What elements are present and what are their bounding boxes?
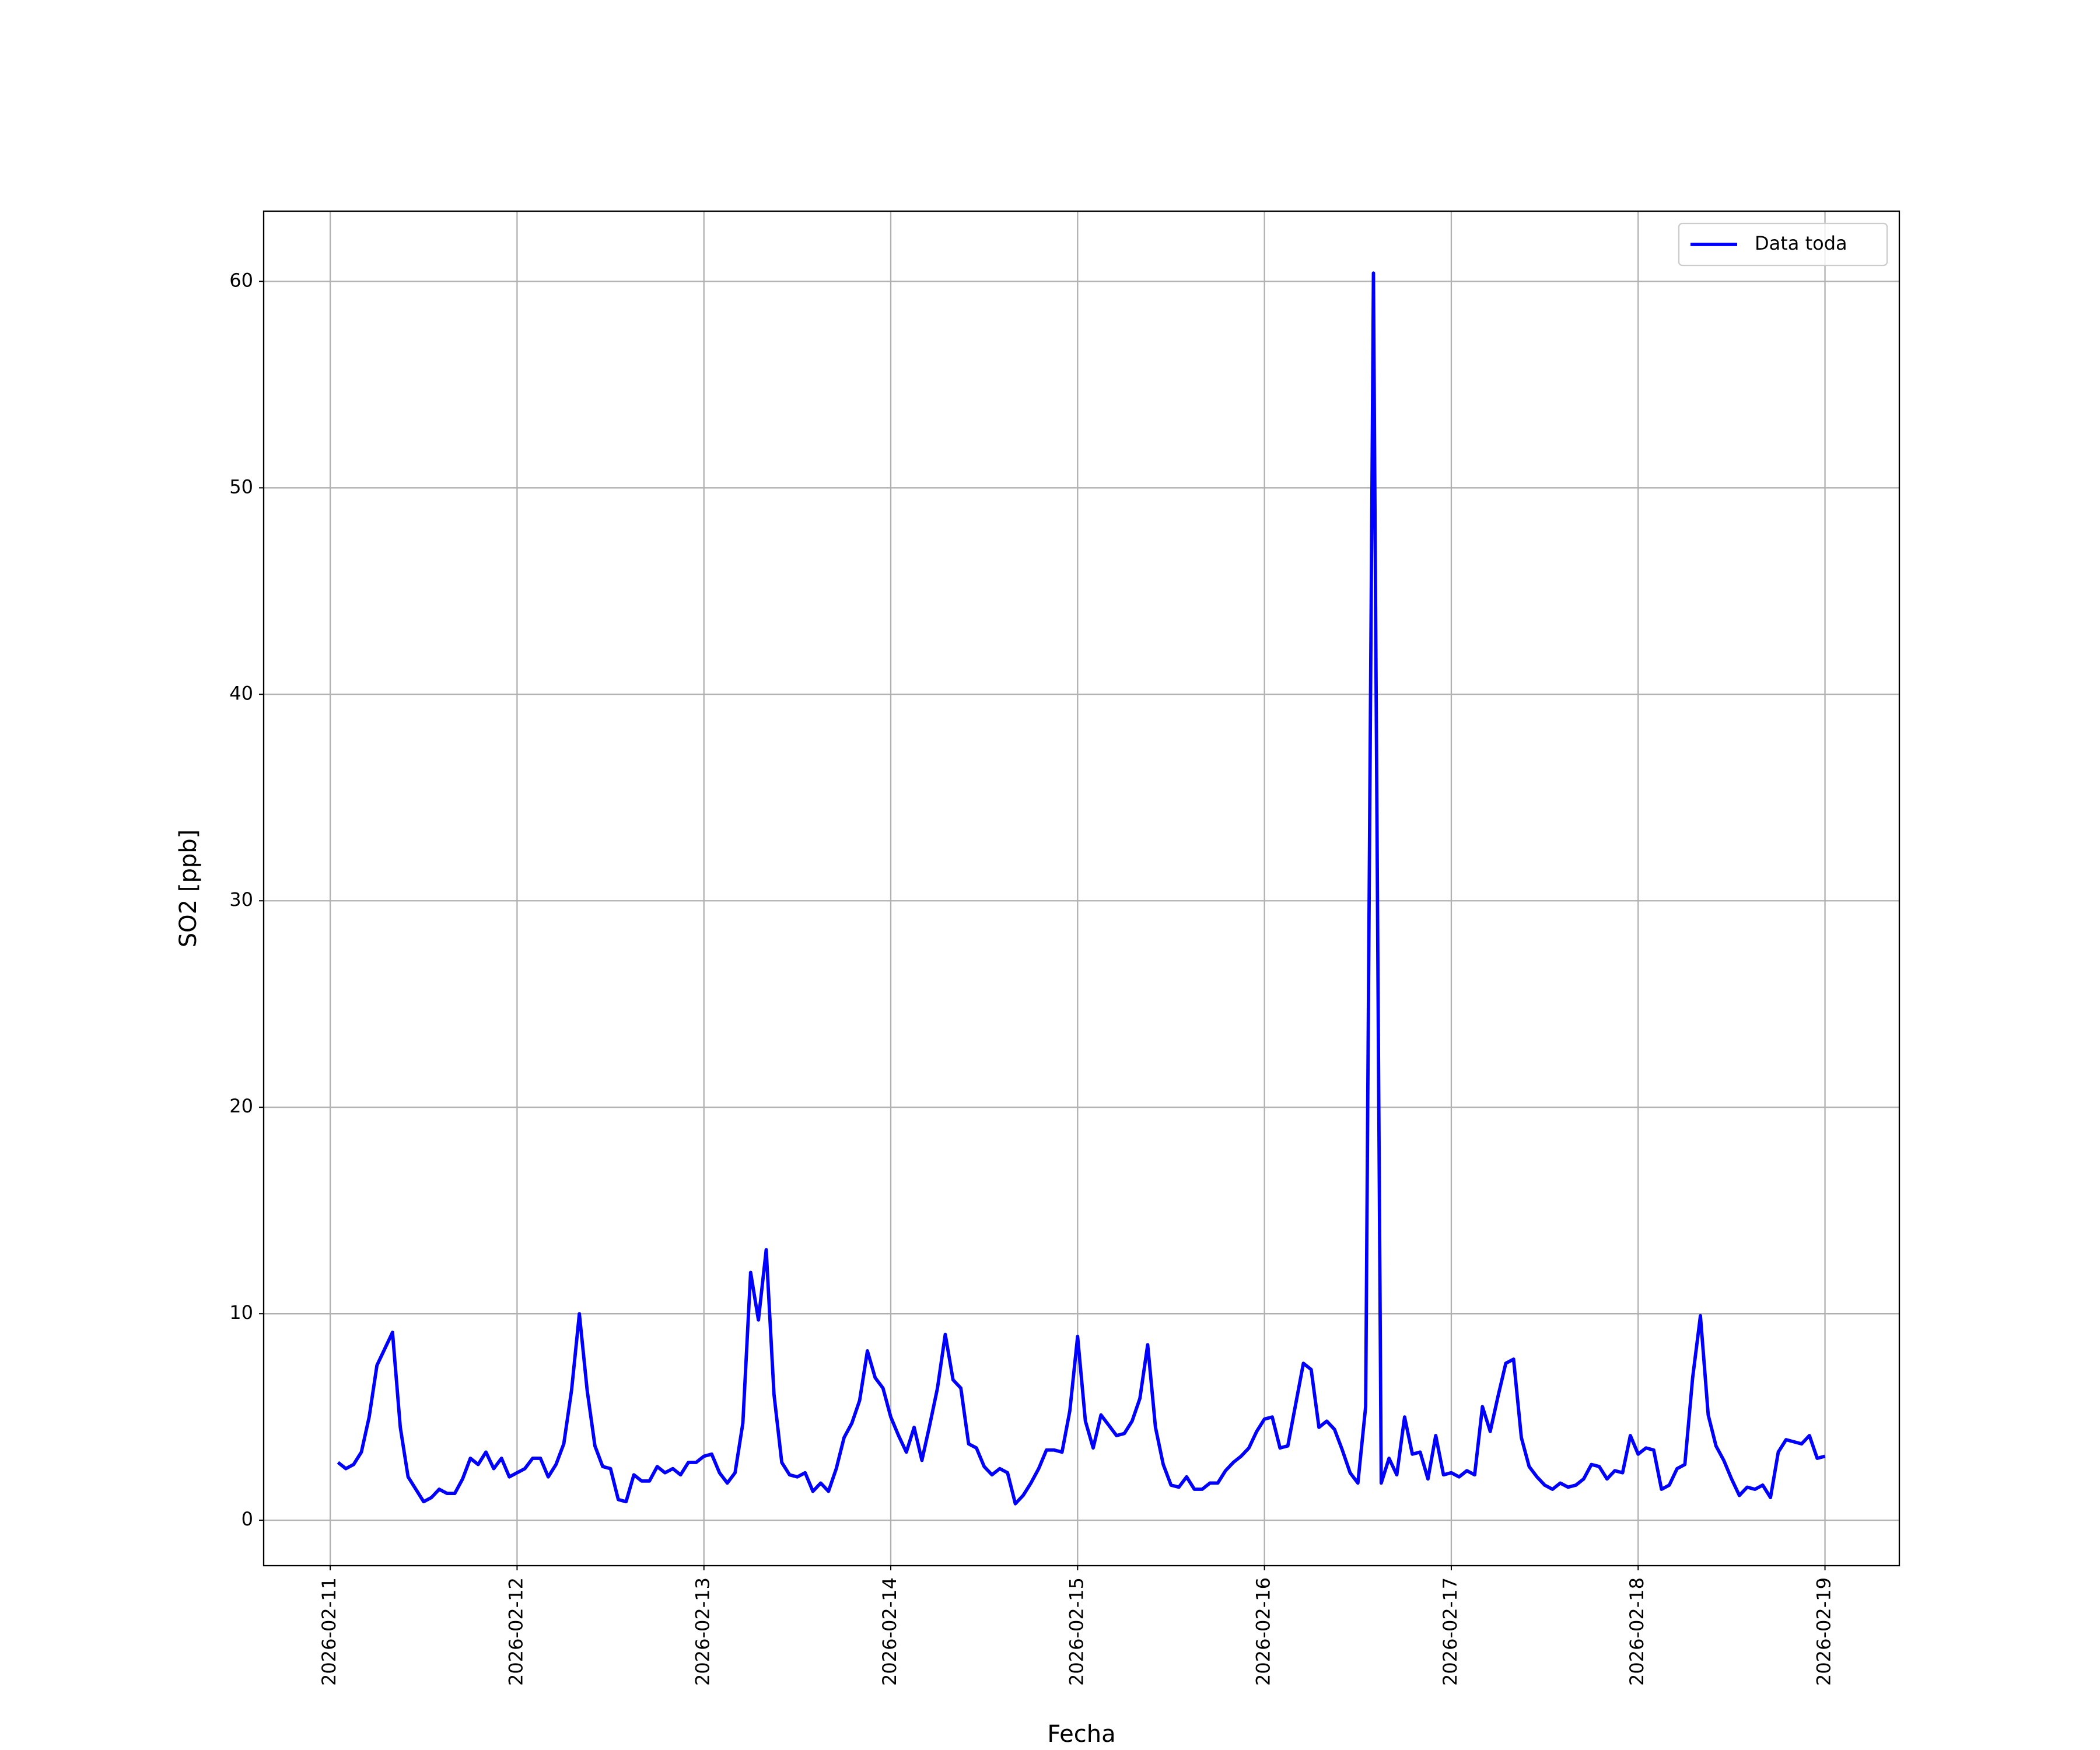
y-tick-label: 10: [229, 1301, 253, 1324]
y-tick-label: 60: [229, 269, 253, 291]
x-axis-label: Fecha: [1047, 1721, 1115, 1748]
y-tick-label: 30: [229, 888, 253, 911]
x-tick-label: 2026-02-17: [1439, 1577, 1461, 1686]
legend-label: Data toda: [1755, 232, 1847, 254]
x-tick-label: 2026-02-13: [692, 1577, 714, 1686]
axes: 0 10 20 30 40 50 60 2026-02-11 2026-02-12 2026-02…: [229, 210, 1901, 1686]
x-tick-label: 2026-02-16: [1252, 1577, 1275, 1686]
grid: [264, 211, 1899, 1566]
legend: Data toda: [1678, 222, 1888, 267]
x-tick-label: 2026-02-12: [505, 1577, 527, 1686]
x-tick-label: 2026-02-11: [318, 1577, 340, 1686]
data-line: [337, 271, 1826, 1506]
x-tick-label: 2026-02-15: [1065, 1577, 1087, 1686]
plot-area: [337, 271, 1826, 1506]
y-tick-label: 20: [229, 1095, 253, 1117]
legend-box: [1678, 222, 1888, 267]
y-tick-label: 50: [229, 475, 253, 498]
x-tick-label: 2026-02-19: [1813, 1577, 1835, 1686]
y-axis-label: SO2 [ppb]: [175, 830, 202, 947]
x-tick-label: 2026-02-18: [1626, 1577, 1648, 1686]
y-tick-label: 0: [242, 1508, 253, 1530]
axes-frame: [262, 210, 1901, 1567]
x-tick-label: 2026-02-14: [878, 1577, 901, 1686]
y-tick-label: 40: [229, 682, 253, 704]
